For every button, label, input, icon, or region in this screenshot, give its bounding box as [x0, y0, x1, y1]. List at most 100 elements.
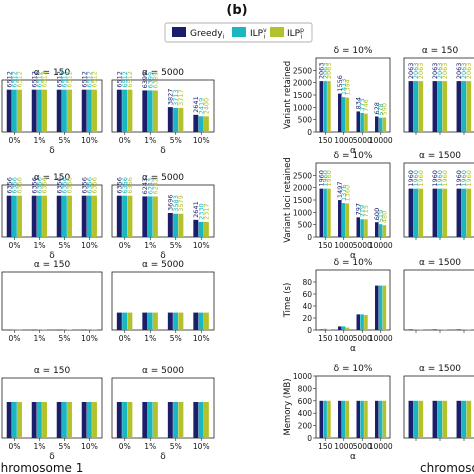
bar — [81, 89, 87, 132]
bar — [323, 188, 327, 237]
data-label: 1960 — [325, 170, 333, 187]
panel-frame — [1, 79, 103, 133]
data-label: 6356 — [30, 177, 38, 194]
bar — [382, 225, 387, 237]
bar — [442, 188, 448, 237]
bar — [341, 326, 346, 330]
legend-swatch-ilp-v — [232, 27, 246, 37]
y-tick-label: 1000 — [293, 372, 312, 381]
bar — [142, 196, 148, 237]
x-axis-label: δ — [49, 452, 55, 462]
bar — [437, 329, 443, 330]
bar — [6, 89, 12, 132]
bar — [378, 224, 383, 237]
bar — [466, 329, 472, 330]
bar — [356, 217, 361, 237]
bar — [375, 116, 379, 132]
bar — [442, 81, 448, 132]
x-tick-label: 5% — [170, 442, 182, 451]
bar — [418, 188, 424, 237]
data-label: 1960 — [460, 170, 468, 187]
data-label: 578 — [377, 103, 385, 115]
chart-panel-r4-alpha5000: α = 5000 0% 1% 5% 10% δ — [111, 366, 215, 462]
data-label: 1394 — [344, 79, 352, 96]
bar — [341, 400, 346, 438]
bar — [345, 400, 350, 438]
data-label: 6356 — [55, 177, 63, 194]
bar — [466, 188, 472, 237]
data-label: 6389 — [152, 72, 160, 89]
panel-title: α = 150 — [34, 173, 71, 183]
bar — [92, 402, 97, 438]
bar — [31, 89, 37, 132]
x-tick-label: 5% — [59, 136, 71, 145]
bar — [178, 213, 184, 237]
x-tick-label: 1% — [144, 334, 156, 343]
chart-panel-r4-alpha1500: α = 1500 — [403, 364, 474, 441]
data-label: 6356 — [36, 177, 44, 194]
legend-swatch-ilp-p — [270, 27, 284, 37]
y-tick-label: 500 — [298, 221, 313, 230]
y-tick-label: 2000 — [293, 79, 312, 88]
data-label: 6356 — [5, 177, 13, 194]
bar — [67, 89, 72, 132]
bar — [86, 402, 92, 438]
data-label: 2063 — [455, 63, 463, 80]
data-label: 6356 — [11, 177, 19, 194]
bar — [319, 329, 324, 330]
data-label: 1960 — [465, 170, 473, 187]
bar — [327, 329, 331, 330]
legend-label-ilp-p: ILPp i — [287, 27, 304, 41]
x-tick-label: 1000 — [334, 241, 353, 250]
bar — [56, 89, 62, 132]
bar — [341, 203, 346, 237]
data-label: 6512 — [5, 71, 13, 88]
y-tick-label: 80 — [302, 278, 312, 287]
data-label: 6356 — [80, 177, 88, 194]
x-axis-label: δ — [49, 146, 55, 156]
panel-label: (b) — [226, 3, 247, 18]
panel-frame — [315, 269, 391, 331]
bar — [92, 195, 97, 237]
chart-panel-r2-alpha150: α = 1500%6356635663561%6356635663565%635… — [1, 173, 103, 261]
y-axis-label: Time (s) — [283, 283, 293, 319]
bar — [327, 400, 331, 438]
bar — [147, 90, 153, 132]
data-label: 3583 — [172, 195, 180, 212]
bar — [147, 402, 153, 438]
bar — [432, 329, 438, 330]
bar — [437, 81, 443, 132]
x-tick-label: 10000 — [369, 136, 393, 145]
x-tick-label: 150 — [318, 241, 333, 250]
x-axis-label: δ — [160, 251, 166, 261]
data-label: 6356 — [41, 177, 49, 194]
panel-title: α = 150 — [34, 260, 71, 270]
bar — [418, 329, 424, 330]
bar — [127, 89, 133, 132]
bar — [378, 285, 383, 330]
x-tick-label: 0% — [119, 136, 131, 145]
bar — [341, 97, 346, 132]
y-axis-label: Memory (MB) — [283, 378, 293, 435]
data-label: 1960 — [441, 170, 449, 187]
y-tick-label: 1000 — [293, 208, 312, 217]
data-label: 6512 — [121, 71, 129, 88]
bottom-label-left: chromosome 1 — [0, 461, 83, 474]
data-label: 715 — [362, 205, 370, 217]
y-tick-label: 60 — [302, 290, 312, 299]
bar — [11, 89, 17, 132]
data-label: 2330 — [197, 203, 205, 220]
data-label: 6356 — [16, 177, 24, 194]
bar — [345, 203, 350, 237]
data-label: 2419 — [197, 98, 205, 115]
bar — [6, 402, 12, 438]
y-tick-label: 0 — [307, 326, 312, 335]
chart-panel-r3-alpha150: α = 150 0% 1% 5% 10% — [1, 260, 103, 343]
bar — [198, 116, 204, 132]
bar — [382, 285, 387, 330]
bar — [173, 402, 179, 438]
data-label: 2063 — [417, 63, 425, 80]
bar — [319, 400, 324, 438]
